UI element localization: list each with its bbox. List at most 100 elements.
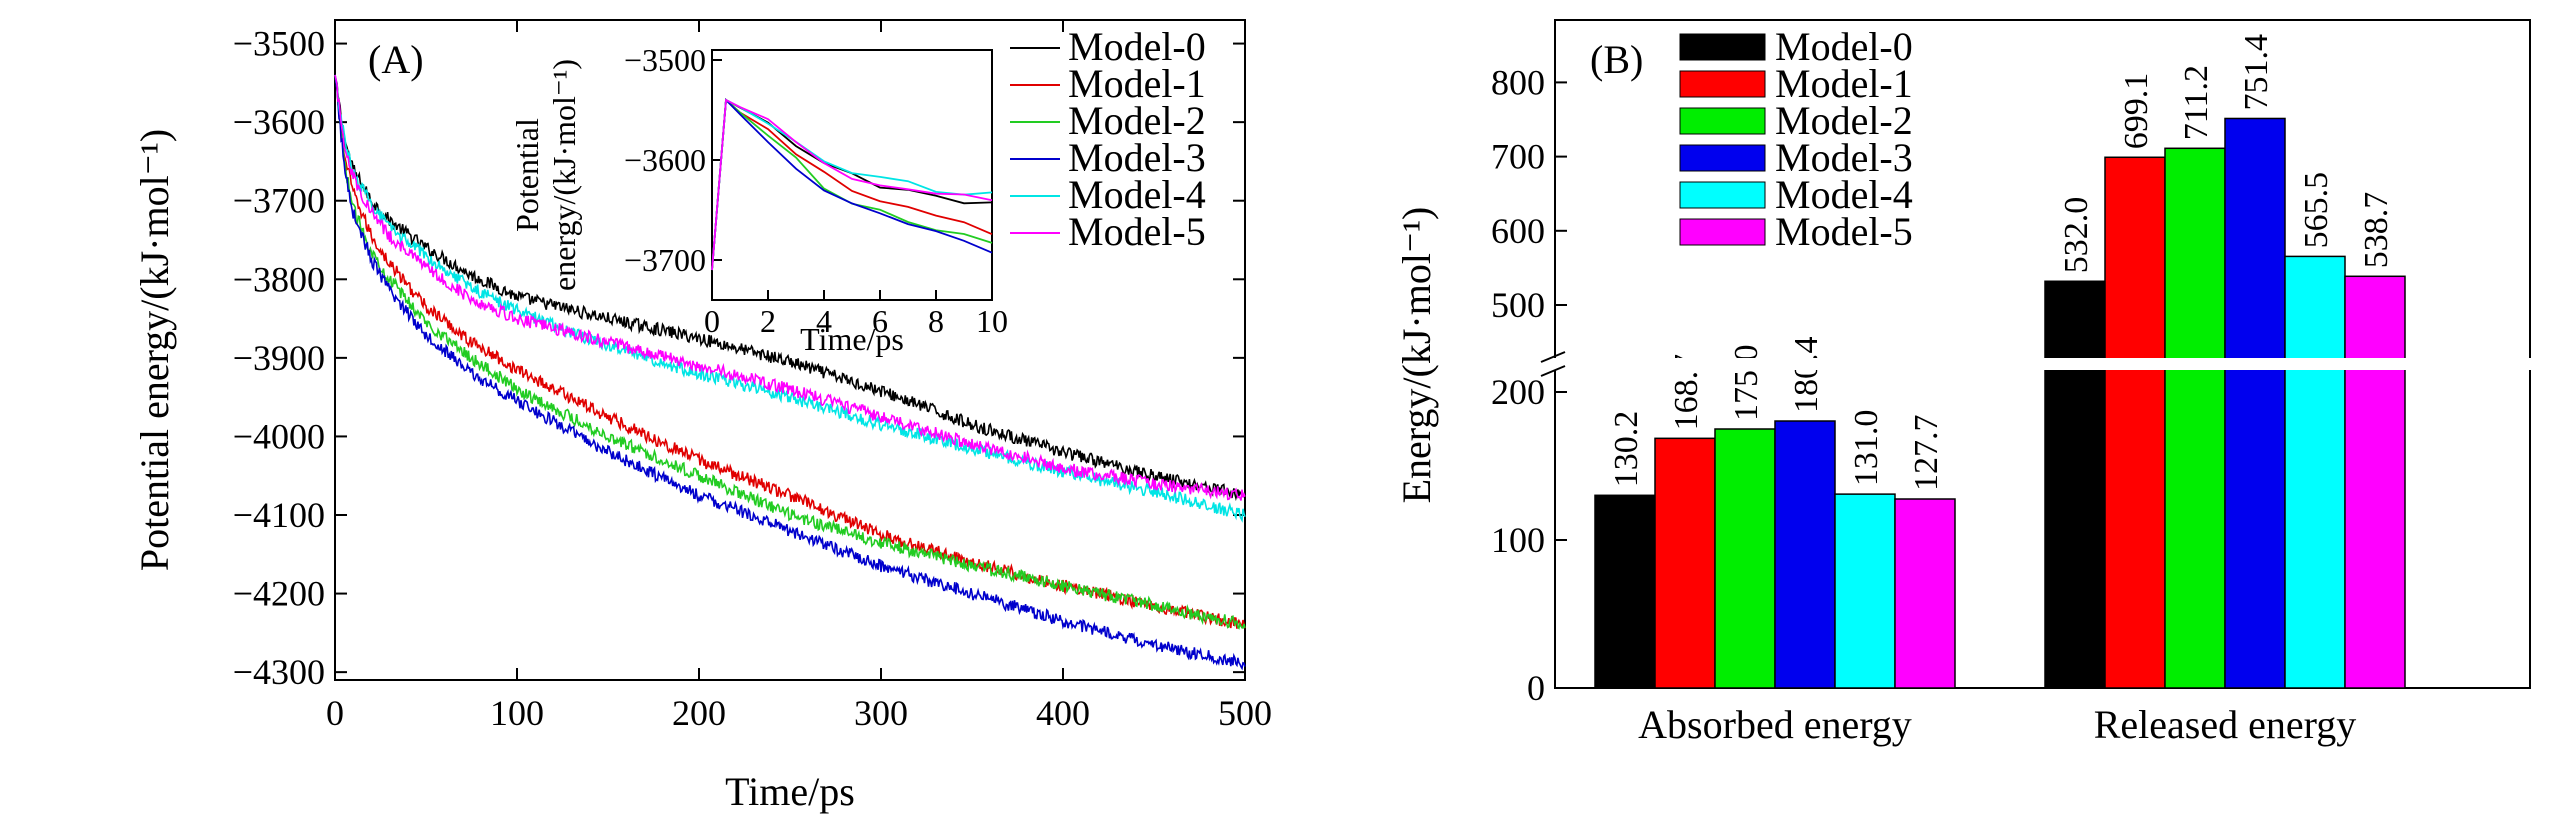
panel-b-bar-value-label: 175.0 — [1728, 345, 1765, 422]
panel-b-bar-model-4 — [1834, 493, 1896, 689]
panel-b-bar-value-label: 711.2 — [2178, 65, 2215, 140]
panel-b-y-tick-label: 200 — [1491, 372, 1545, 412]
inset-x-tick-label: 4 — [816, 303, 832, 339]
panel-b-legend-swatch — [1679, 107, 1766, 135]
panel-a-series-model-2 — [334, 74, 1246, 630]
panel-a-legend-label: Model-3 — [1068, 135, 1206, 180]
panel-a-series-model-3 — [334, 74, 1246, 671]
panel-a-legend-label: Model-5 — [1068, 209, 1206, 254]
panel-b-bar-model-3 — [2224, 117, 2286, 689]
panel-b-bar-model-1 — [2104, 156, 2166, 689]
inset-y-axis-label-line2: energy/(kJ·mol⁻¹) — [546, 59, 582, 291]
panel-b-legend-label: Model-0 — [1775, 24, 1913, 69]
panel-b-bar-value-label: 180.4 — [1788, 337, 1825, 414]
panel-b-legend-swatch — [1679, 218, 1766, 246]
panel-b-bar-value-label: 130.2 — [1608, 411, 1645, 488]
panel-a-y-tick-label: −3900 — [233, 338, 325, 378]
panel-b-y-tick-label: 600 — [1491, 211, 1545, 251]
panel-b-axis-break-band — [1553, 358, 2532, 370]
panel-b-category-label: Released energy — [2094, 702, 2356, 747]
panel-b-bar-value-label: 127.7 — [1908, 415, 1945, 492]
panel-a-series-model-1 — [334, 74, 1246, 629]
panel-b-bar-value-label: 532.0 — [2058, 197, 2095, 274]
panel-b-bar-model-3 — [1774, 420, 1836, 689]
panel-a-legend-label: Model-4 — [1068, 172, 1206, 217]
inset-y-axis-label-line1: Potential — [509, 118, 545, 232]
panel-a-y-tick-label: −3600 — [233, 102, 325, 142]
panel-b-legend-label: Model-3 — [1775, 135, 1913, 180]
panel-b-letter: (B) — [1590, 37, 1643, 82]
panel-b-frame — [1554, 19, 2531, 689]
panel-a-line-chart: (A) −3500 −3600 −3700 −3800 −3900 −4000 −4100 −… — [132, 19, 1272, 814]
inset-series-model-3 — [711, 97, 993, 271]
panel-b-bar-value-label: 565.5 — [2298, 172, 2335, 249]
panel-a-y-axis-label: Potential energy/(kJ·mol⁻¹) — [132, 129, 177, 571]
panel-a-y-tick-label: −3700 — [233, 181, 325, 221]
panel-b-axis-break-mark — [1540, 351, 1566, 363]
panel-b-y-tick-label: 800 — [1491, 62, 1545, 102]
panel-b-bar-value-label: 538.7 — [2358, 192, 2395, 269]
inset-x-tick-label: 10 — [976, 303, 1008, 339]
panel-a-y-tick-label: −3500 — [233, 24, 325, 64]
panel-a-y-tick-label: −4100 — [233, 495, 325, 535]
inset-y-tick-label: −3700 — [624, 242, 706, 278]
panel-b-legend-label: Model-5 — [1775, 209, 1913, 254]
panel-b-bar-model-0 — [2044, 280, 2106, 689]
panel-a-y-tick-label: −4200 — [233, 574, 325, 614]
panel-a-legend-label: Model-1 — [1068, 61, 1206, 106]
panel-b-legend-swatch — [1679, 181, 1766, 209]
inset-y-tick-label: −3500 — [624, 42, 706, 78]
panel-b-bar-model-5 — [1894, 498, 1956, 689]
inset-x-tick-label: 8 — [928, 303, 944, 339]
panel-b-legend-label: Model-1 — [1775, 61, 1913, 106]
panel-b-bar-model-2 — [1714, 428, 1776, 689]
panel-b-y-tick-label: 500 — [1491, 285, 1545, 325]
panel-b-bar-model-2 — [2164, 147, 2226, 689]
panel-b-legend-swatch — [1679, 144, 1766, 172]
panel-b-bar-model-0 — [1594, 494, 1656, 689]
panel-b-legend-swatch — [1679, 33, 1766, 61]
panel-a-y-tick-label: −3800 — [233, 259, 325, 299]
panel-b-legend-label: Model-2 — [1775, 98, 1913, 143]
panel-b-bar-value-label: 131.0 — [1848, 410, 1885, 487]
panel-b-y-axis-label: Energy/(kJ·mol⁻¹) — [1394, 207, 1439, 504]
inset-series-model-5 — [711, 98, 993, 271]
panel-b-y-tick-label: 700 — [1491, 137, 1545, 177]
panel-a-series-model-5 — [334, 74, 1246, 501]
panel-a-x-tick-label: 500 — [1218, 693, 1272, 733]
inset-x-axis-label: Time/ps — [800, 321, 904, 357]
inset-x-tick-label: 0 — [704, 303, 720, 339]
panel-a-x-tick-label: 0 — [326, 693, 344, 733]
panel-a-x-axis-label: Time/ps — [725, 769, 855, 814]
inset-chart: −3500 −3600 −3700 0 2 4 6 8 10 Time/ps Potentia… — [509, 42, 1008, 357]
panel-b-bar-model-1 — [1654, 437, 1716, 689]
panel-a-legend: Model-0Model-1Model-2Model-3Model-4Model… — [1010, 24, 1206, 254]
panel-b-bar-value-label: 699.1 — [2118, 73, 2155, 150]
panel-b-y-tick-label: 0 — [1527, 668, 1545, 708]
panel-a-y-tick-label: −4300 — [233, 652, 325, 692]
panel-a-frame — [334, 19, 1246, 681]
panel-b-bar-value-label: 751.4 — [2238, 34, 2275, 111]
panel-b-y-tick-label: 100 — [1491, 520, 1545, 560]
inset-y-tick-label: −3600 — [624, 142, 706, 178]
panel-a-y-tick-label: −4000 — [233, 416, 325, 456]
panel-a-series-model-4 — [334, 74, 1246, 523]
panel-a-legend-label: Model-2 — [1068, 98, 1206, 143]
panel-b-bar-model-4 — [2284, 255, 2346, 689]
panel-a-x-tick-label: 100 — [490, 693, 544, 733]
inset-x-tick-label: 6 — [872, 303, 888, 339]
inset-frame — [711, 49, 993, 301]
panel-b-legend: Model-0Model-1Model-2Model-3Model-4Model… — [1679, 24, 1913, 254]
panel-a-x-tick-label: 200 — [672, 693, 726, 733]
panel-a-series-model-0 — [334, 74, 1246, 502]
panel-a-x-tick-label: 300 — [854, 693, 908, 733]
panel-a-legend-label: Model-0 — [1068, 24, 1206, 69]
panel-b-legend-swatch — [1679, 70, 1766, 98]
panel-b-legend-label: Model-4 — [1775, 172, 1913, 217]
panel-a-x-tick-label: 400 — [1036, 693, 1090, 733]
panel-b-category-label: Absorbed energy — [1638, 702, 1912, 747]
inset-x-tick-label: 2 — [760, 303, 776, 339]
panel-a-letter: (A) — [368, 37, 424, 82]
